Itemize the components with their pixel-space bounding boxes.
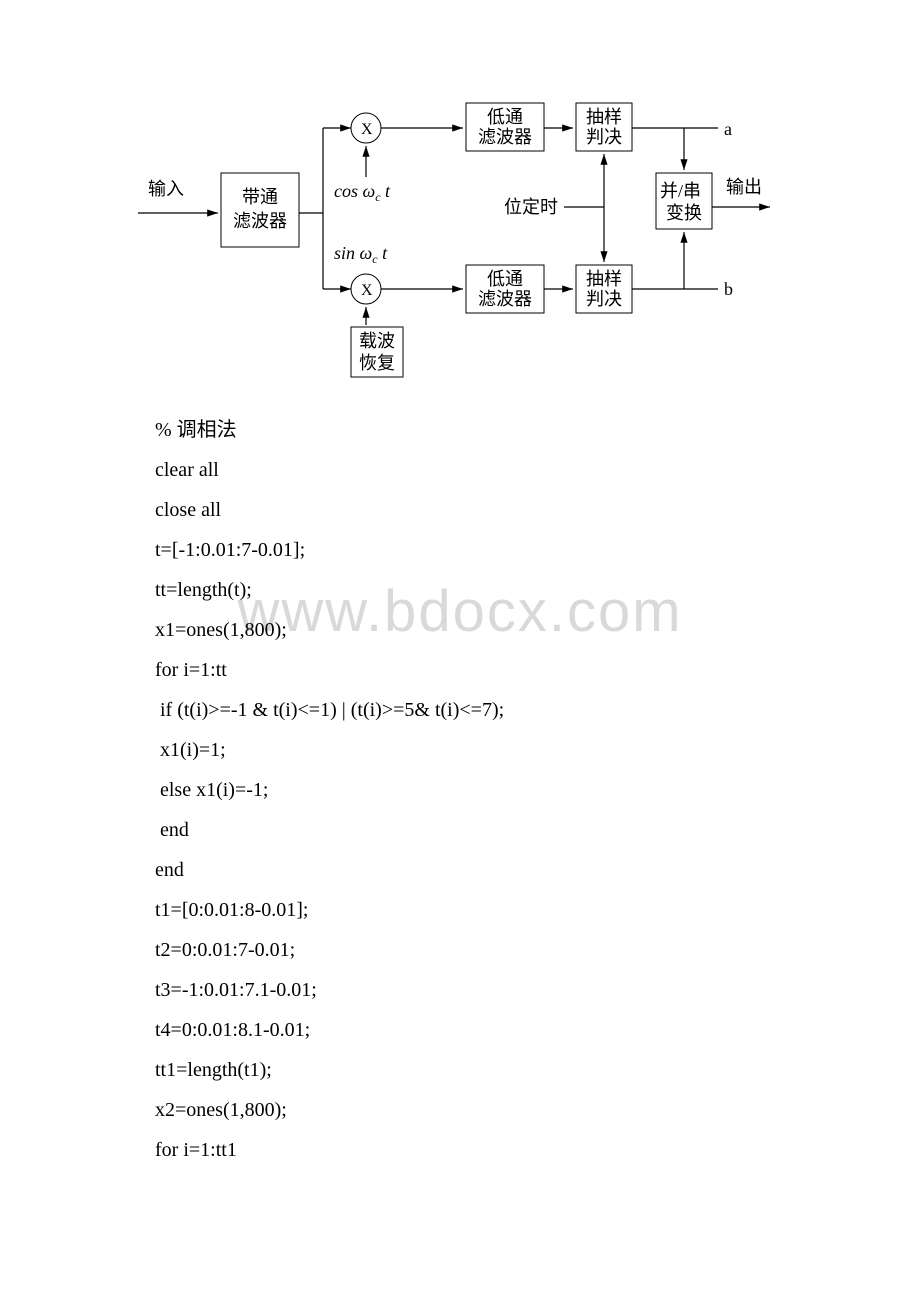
input-label: 输入: [148, 179, 184, 199]
code-line: % 调相法: [155, 410, 920, 450]
ps-label1: 并/串: [660, 181, 701, 201]
code-line: t2=0:0.01:7-0.01;: [155, 930, 920, 970]
mult2-label: X: [361, 282, 373, 299]
samp1-label2: 判决: [586, 127, 622, 147]
code-line: for i=1:tt: [155, 650, 920, 690]
a-label: a: [724, 119, 732, 139]
code-line: clear all: [155, 450, 920, 490]
lpf1-label1: 低通: [487, 107, 523, 127]
bpf-box: [221, 173, 299, 247]
lpf1-label2: 滤波器: [478, 127, 532, 147]
b-label: b: [724, 279, 733, 299]
carrier-label1: 载波: [359, 331, 395, 351]
code-line: end: [155, 850, 920, 890]
carrier-label2: 恢复: [359, 353, 395, 373]
samp1-label1: 抽样: [586, 107, 622, 127]
bpf-label1: 带通: [242, 187, 278, 207]
lpf2-label2: 滤波器: [478, 289, 532, 309]
bpf-label2: 滤波器: [233, 211, 287, 231]
code-line: tt1=length(t1);: [155, 1050, 920, 1090]
code-line: x1(i)=1;: [155, 730, 920, 770]
timing-label: 位定时: [504, 197, 558, 217]
code-line: for i=1:tt1: [155, 1130, 920, 1170]
code-line: x2=ones(1,800);: [155, 1090, 920, 1130]
samp2-label1: 抽样: [586, 269, 622, 289]
code-line: else x1(i)=-1;: [155, 770, 920, 810]
lpf2-label1: 低通: [487, 269, 523, 289]
code-line: if (t(i)>=-1 & t(i)<=1) | (t(i)>=5& t(i)…: [155, 690, 920, 730]
cos-label: cos ωc t: [334, 181, 391, 204]
mult1-label: X: [361, 121, 373, 138]
code-line: t1=[0:0.01:8-0.01];: [155, 890, 920, 930]
block-diagram: 输入 带通 滤波器 X X: [0, 0, 920, 400]
ps-label2: 变换: [666, 203, 702, 223]
code-block: % 调相法 clear all close all t=[-1:0.01:7-0…: [0, 400, 920, 1170]
samp2-label2: 判决: [586, 289, 622, 309]
sin-label: sin ωc t: [334, 243, 388, 266]
code-line: end: [155, 810, 920, 850]
code-line: t3=-1:0.01:7.1-0.01;: [155, 970, 920, 1010]
code-line: close all: [155, 490, 920, 530]
code-line: t=[-1:0.01:7-0.01];: [155, 530, 920, 570]
output-label: 输出: [726, 177, 762, 197]
code-line: tt=length(t);: [155, 570, 920, 610]
code-line: x1=ones(1,800);: [155, 610, 920, 650]
code-line: t4=0:0.01:8.1-0.01;: [155, 1010, 920, 1050]
